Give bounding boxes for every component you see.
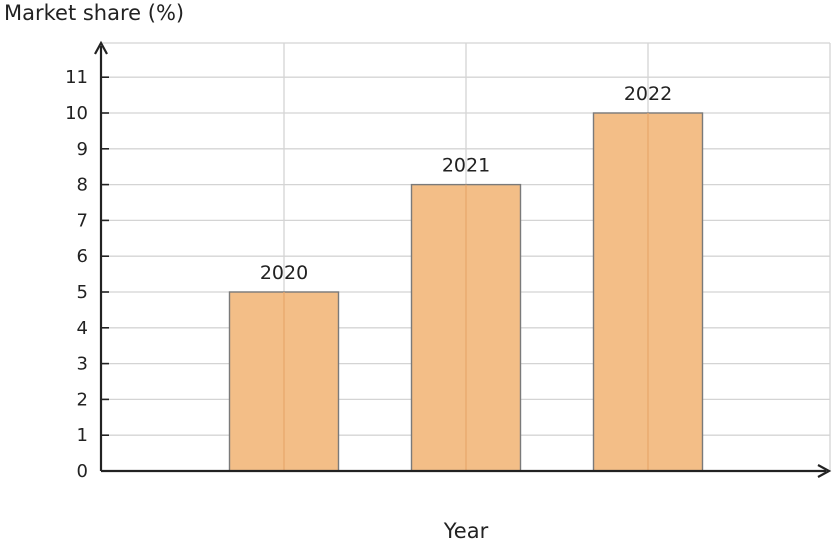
y-tick-label: 2 [77, 389, 88, 410]
y-tick-label: 6 [77, 246, 88, 267]
bars [228, 112, 704, 472]
y-tick-label: 9 [77, 139, 88, 160]
y-axis-title: Market share (%) [4, 1, 184, 25]
y-ticks: 0 1 2 3 4 5 6 7 8 9 10 11 [65, 67, 109, 482]
data-label-2022: 2022 [624, 83, 672, 105]
y-tick-label: 8 [77, 175, 88, 196]
data-label-2020: 2020 [260, 262, 308, 284]
y-tick-label: 11 [65, 67, 88, 88]
y-tick-label: 0 [77, 461, 88, 482]
data-labels: 2020 2021 2022 [260, 83, 672, 284]
x-axis-title: Year [443, 519, 489, 543]
y-axis-arrow [94, 40, 108, 55]
y-tick-label: 7 [77, 210, 88, 231]
data-label-2021: 2021 [442, 155, 490, 177]
x-axis-arrow [817, 464, 832, 478]
y-tick-label: 4 [77, 318, 88, 339]
y-tick-label: 1 [77, 425, 88, 446]
y-tick-label: 3 [77, 354, 88, 375]
y-tick-label: 10 [65, 103, 88, 124]
y-tick-label: 5 [77, 282, 88, 303]
